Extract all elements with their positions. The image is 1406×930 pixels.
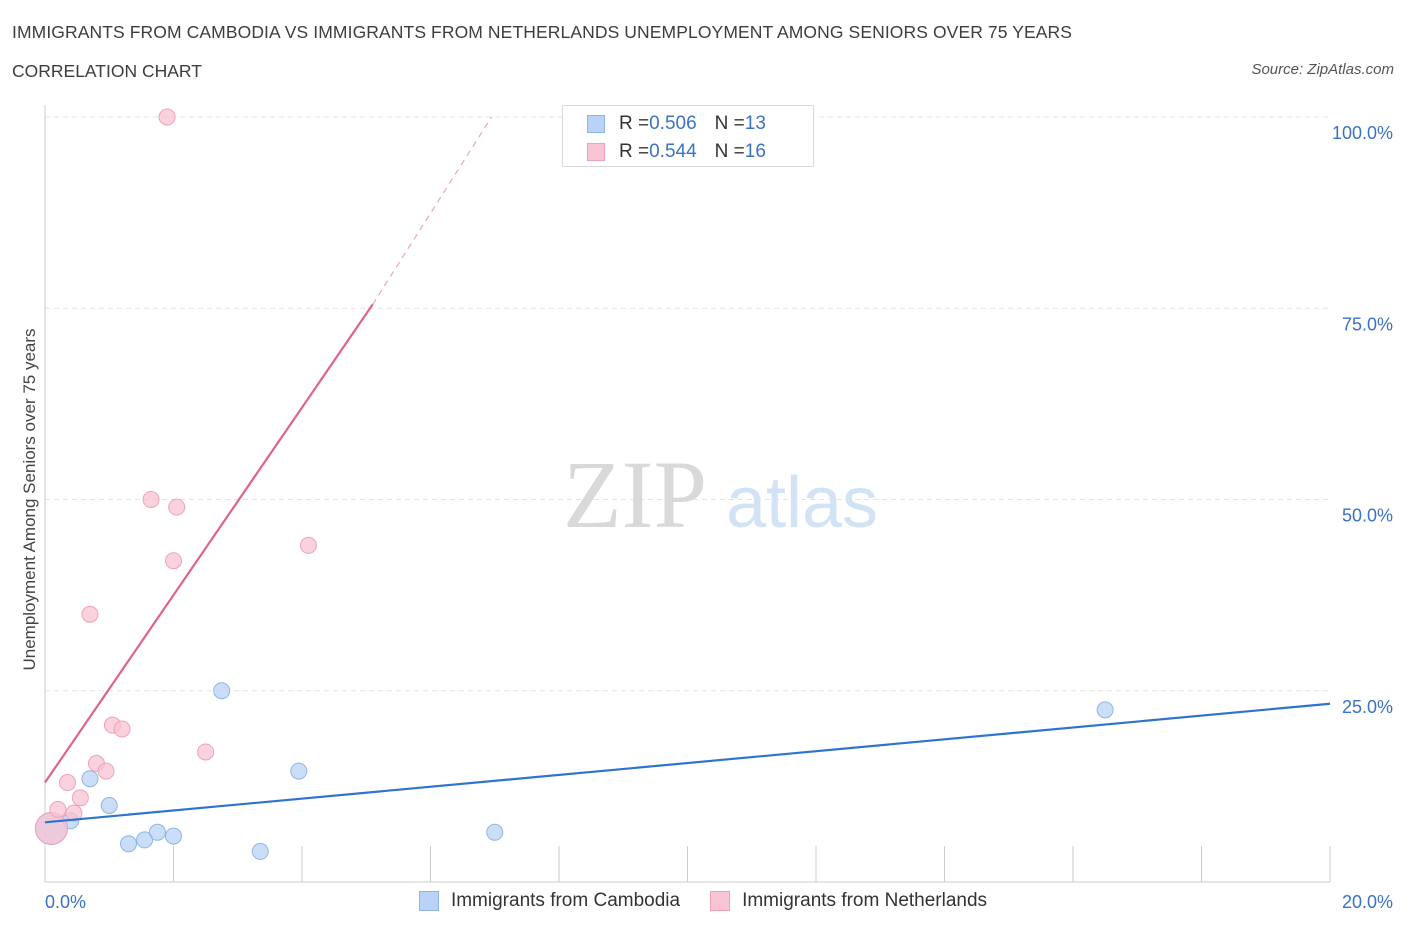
legend-n-label: N = (714, 141, 745, 162)
y-tick-label: 25.0% (1342, 697, 1393, 717)
source-note: Source: ZipAtlas.com (1251, 61, 1394, 78)
series-legend-cambodia: Immigrants from Cambodia (418, 890, 681, 912)
series-legend-netherlands: Immigrants from Netherlands (710, 890, 987, 912)
series-label-netherlands: Immigrants from Netherlands (742, 890, 988, 911)
legend-row-netherlands: R = 0.544 N = 16 (587, 140, 766, 164)
legend-row-cambodia: R = 0.506 N = 13 (587, 112, 766, 136)
x-tick-label: 20.0% (1342, 892, 1393, 912)
cambodia-point (1096, 701, 1114, 719)
watermark-zip: ZIP (563, 441, 707, 548)
cambodia-point (251, 842, 269, 860)
correlation-legend: R = 0.506 N = 13 R = 0.544 N = 16 (562, 105, 814, 167)
netherlands-point (58, 774, 76, 792)
cambodia-trend-line (44, 702, 1331, 824)
cambodia-point (100, 797, 118, 814)
watermark-atlas: atlas (726, 463, 878, 543)
netherlands-point (299, 536, 317, 554)
legend-r-value-cambodia: 0.506 (649, 113, 697, 134)
y-tick-label: 75.0% (1342, 314, 1393, 334)
series-swatch-netherlands (710, 891, 731, 911)
netherlands-point (197, 743, 215, 761)
chart-title: IMMIGRANTS FROM CAMBODIA VS IMMIGRANTS F… (12, 22, 1073, 42)
cambodia-point (120, 835, 138, 853)
series-label-cambodia: Immigrants from Cambodia (450, 890, 681, 911)
netherlands-point (71, 789, 89, 807)
legend-swatch-cambodia (587, 115, 605, 133)
y-axis-label: Unemployment Among Seniors over 75 years (20, 328, 39, 670)
netherlands-point (158, 108, 176, 126)
legend-n-value-cambodia: 13 (744, 113, 766, 134)
cambodia-point (165, 827, 182, 845)
netherlands-trend-extension (372, 116, 493, 305)
legend-r-label: R = (619, 113, 650, 134)
cambodia-point (290, 762, 308, 780)
netherlands-trend-line (44, 303, 374, 784)
chart-subtitle: CORRELATION CHART (12, 61, 202, 81)
netherlands-point (81, 605, 99, 623)
cambodia-point (213, 682, 231, 700)
cambodia-point (486, 823, 504, 841)
netherlands-point (168, 498, 186, 516)
netherlands-point (34, 811, 68, 845)
netherlands-point (65, 804, 83, 822)
series-legend: Immigrants from Cambodia Immigrants from… (0, 890, 1406, 912)
legend-n-value-netherlands: 16 (744, 141, 766, 162)
netherlands-point (165, 552, 182, 570)
y-tick-label: 100.0% (1332, 123, 1393, 143)
y-tick-label: 50.0% (1342, 506, 1393, 526)
legend-n-label: N = (714, 113, 745, 134)
series-swatch-cambodia (418, 891, 439, 911)
legend-r-label: R = (619, 141, 650, 162)
netherlands-point (49, 800, 67, 818)
netherlands-point (113, 720, 131, 738)
x-tick-label: 0.0% (45, 892, 86, 912)
netherlands-point (142, 491, 160, 508)
cambodia-point (136, 831, 154, 849)
legend-r-value-netherlands: 0.544 (649, 141, 697, 162)
legend-swatch-netherlands (587, 143, 605, 161)
cambodia-point (148, 823, 166, 841)
netherlands-point (97, 762, 115, 780)
cambodia-point (81, 770, 99, 788)
